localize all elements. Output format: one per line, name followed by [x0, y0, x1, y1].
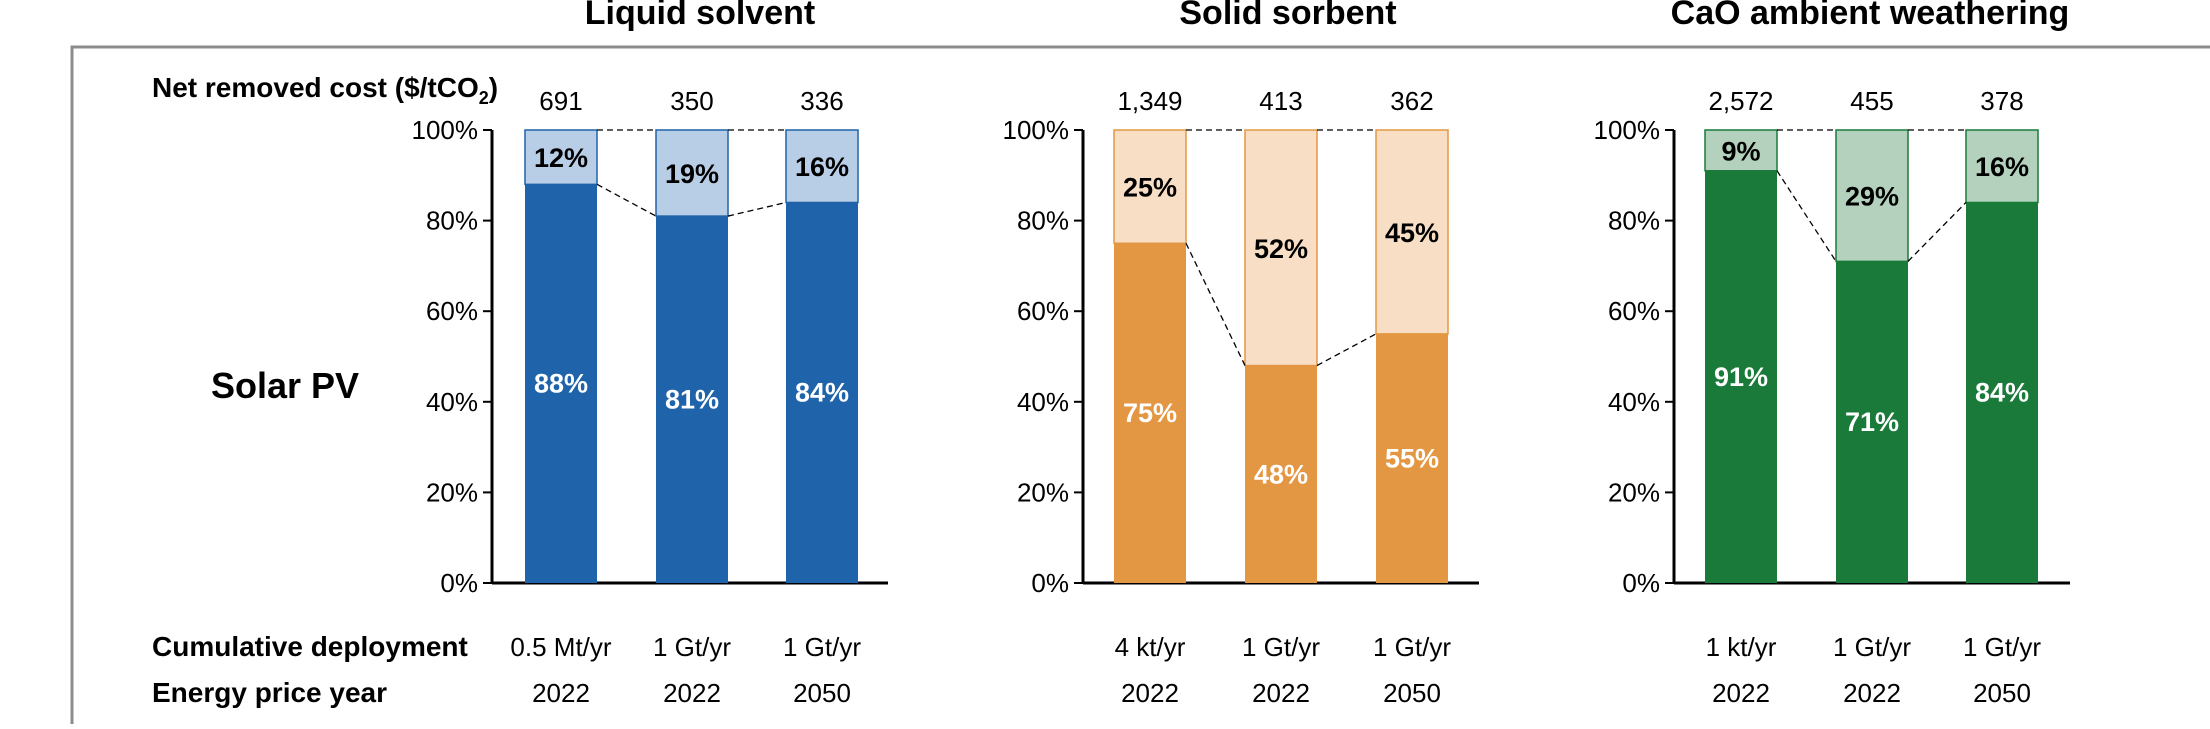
y-tick-label: 40% — [426, 387, 478, 417]
connector-boundary — [1185, 242, 1246, 366]
bar-upper-label: 16% — [795, 152, 849, 182]
bar-lower-segment — [656, 216, 728, 583]
y-tick-label: 100% — [1003, 115, 1070, 145]
row-title-solar-pv: Solar PV — [211, 365, 359, 406]
bar-lower-segment — [1705, 170, 1777, 583]
y-tick-label: 80% — [426, 206, 478, 236]
bar-lower-label: 48% — [1254, 459, 1308, 489]
net-cost-value: 350 — [670, 86, 713, 116]
deployment-value: 1 kt/yr — [1706, 632, 1777, 662]
deployment-value: 1 Gt/yr — [783, 632, 861, 662]
y-tick-label: 0% — [440, 568, 478, 598]
y-tick-label: 60% — [1608, 296, 1660, 326]
energy-year-value: 2050 — [1383, 678, 1441, 708]
deployment-value: 0.5 Mt/yr — [510, 632, 611, 662]
y-tick-label: 60% — [1017, 296, 1069, 326]
bar-upper-segment — [1113, 129, 1187, 244]
bar-upper-label: 45% — [1385, 218, 1439, 248]
bar-upper-label: 52% — [1254, 234, 1308, 264]
energy-year-value: 2050 — [793, 678, 851, 708]
y-tick-label: 100% — [412, 115, 479, 145]
y-tick-label: 80% — [1608, 206, 1660, 236]
deployment-value: 1 Gt/yr — [1833, 632, 1911, 662]
connector-boundary — [596, 183, 657, 217]
y-tick-label: 100% — [1594, 115, 1661, 145]
bar-upper-label: 25% — [1123, 173, 1177, 203]
bar-upper-label: 19% — [665, 159, 719, 189]
net-cost-value: 378 — [1980, 86, 2023, 116]
bar-lower-label: 71% — [1845, 407, 1899, 437]
bar-lower-segment — [1376, 333, 1448, 583]
cumulative-deployment-label: Cumulative deployment — [152, 631, 468, 662]
deployment-value: 1 Gt/yr — [653, 632, 731, 662]
connector-boundary — [1776, 170, 1837, 262]
chart-panel-2: Solid sorbent 0% 20% 40% 60% 80% 100% 75% 25% 1,3… — [1003, 0, 1479, 708]
bar-upper-label: 29% — [1845, 182, 1899, 212]
bar-lower-segment — [1836, 261, 1908, 583]
y-tick-label: 40% — [1608, 387, 1660, 417]
energy-year-value: 2022 — [1252, 678, 1310, 708]
energy-year-value: 2050 — [1973, 678, 2031, 708]
net-cost-value: 455 — [1850, 86, 1893, 116]
y-tick-label: 60% — [426, 296, 478, 326]
net-cost-value: 336 — [800, 86, 843, 116]
net-cost-value: 1,349 — [1117, 86, 1182, 116]
deployment-value: 1 Gt/yr — [1242, 632, 1320, 662]
bar-upper-segment — [524, 129, 598, 186]
y-tick-label: 0% — [1031, 568, 1069, 598]
bar-lower-segment — [1245, 365, 1317, 583]
bar-lower-label: 81% — [665, 385, 719, 415]
bar-lower-segment — [525, 184, 597, 584]
bar-upper-label: 16% — [1975, 152, 2029, 182]
net-cost-value: 691 — [539, 86, 582, 116]
connector-boundary — [1907, 202, 1967, 262]
bar-upper-segment — [1244, 129, 1318, 367]
energy-year-value: 2022 — [532, 678, 590, 708]
y-tick-label: 20% — [1608, 477, 1660, 507]
net-cost-value: 2,572 — [1708, 86, 1773, 116]
connector-boundary — [1316, 333, 1377, 367]
panel-title: CaO ambient weathering — [1671, 0, 2070, 32]
y-tick-label: 40% — [1017, 387, 1069, 417]
panels: Liquid solvent 0% 20% 40% 60% 80% 100% 88% 12% 69… — [412, 0, 2070, 708]
bar-upper-segment — [785, 129, 859, 204]
energy-year-value: 2022 — [663, 678, 721, 708]
net-cost-value: 413 — [1259, 86, 1302, 116]
chart-panel-3: CaO ambient weathering 0% 20% 40% 60% 80% 100%… — [1594, 0, 2070, 708]
energy-year-value: 2022 — [1121, 678, 1179, 708]
bar-upper-label: 9% — [1721, 136, 1760, 166]
deployment-value: 1 Gt/yr — [1373, 632, 1451, 662]
bar-lower-segment — [786, 202, 858, 584]
y-tick-label: 80% — [1017, 206, 1069, 236]
bar-lower-label: 84% — [1975, 378, 2029, 408]
bar-upper-segment — [1375, 129, 1449, 335]
panel-title: Liquid solvent — [585, 0, 815, 32]
bar-lower-label: 91% — [1714, 362, 1768, 392]
energy-year-value: 2022 — [1843, 678, 1901, 708]
outer-frame — [70, 45, 2210, 729]
bar-lower-label: 88% — [534, 369, 588, 399]
bar-lower-segment — [1114, 243, 1186, 583]
y-tick-label: 20% — [426, 477, 478, 507]
net-cost-label: Net removed cost ($/tCO2) — [152, 72, 498, 108]
y-tick-label: 0% — [1622, 568, 1660, 598]
bar-lower-label: 75% — [1123, 398, 1177, 428]
energy-price-year-label: Energy price year — [152, 677, 387, 708]
chart-panel-1: Liquid solvent 0% 20% 40% 60% 80% 100% 88% 12% 69… — [412, 0, 888, 708]
bar-lower-segment — [1966, 202, 2038, 584]
deployment-value: 1 Gt/yr — [1963, 632, 2041, 662]
deployment-value: 4 kt/yr — [1115, 632, 1186, 662]
y-tick-label: 20% — [1017, 477, 1069, 507]
panel-title: Solid sorbent — [1179, 0, 1396, 32]
connector-boundary — [727, 201, 787, 217]
bar-lower-label: 84% — [795, 378, 849, 408]
bar-lower-label: 55% — [1385, 443, 1439, 473]
bar-upper-segment — [1704, 129, 1778, 172]
net-cost-value: 362 — [1390, 86, 1433, 116]
bar-upper-label: 12% — [534, 143, 588, 173]
energy-year-value: 2022 — [1712, 678, 1770, 708]
